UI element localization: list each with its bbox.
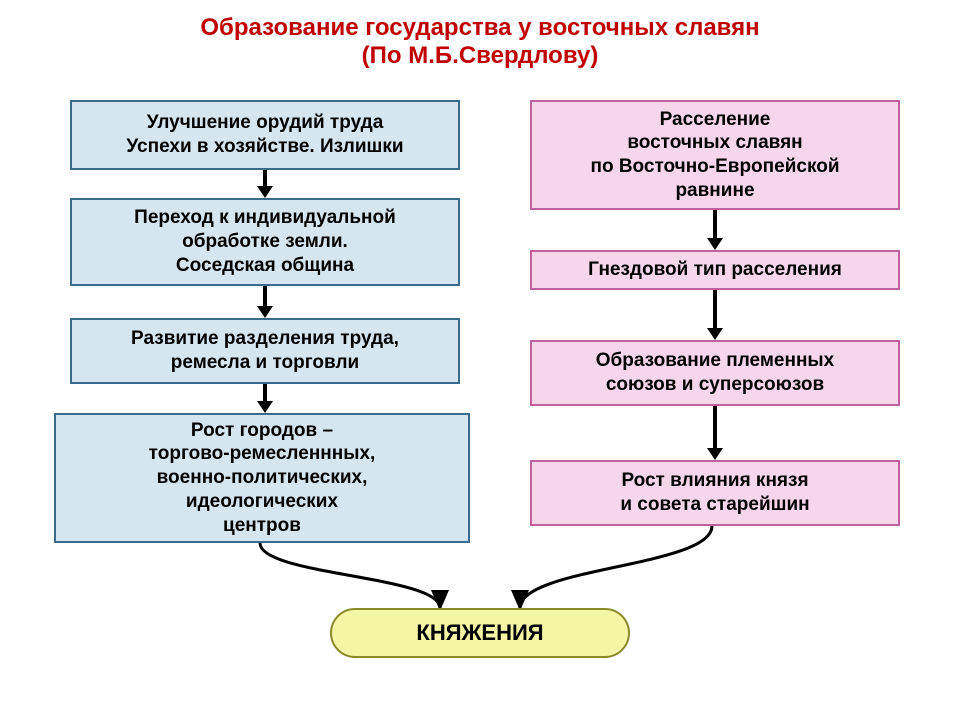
final-label: КНЯЖЕНИЯ	[416, 620, 543, 646]
final-box: КНЯЖЕНИЯ	[330, 608, 630, 658]
